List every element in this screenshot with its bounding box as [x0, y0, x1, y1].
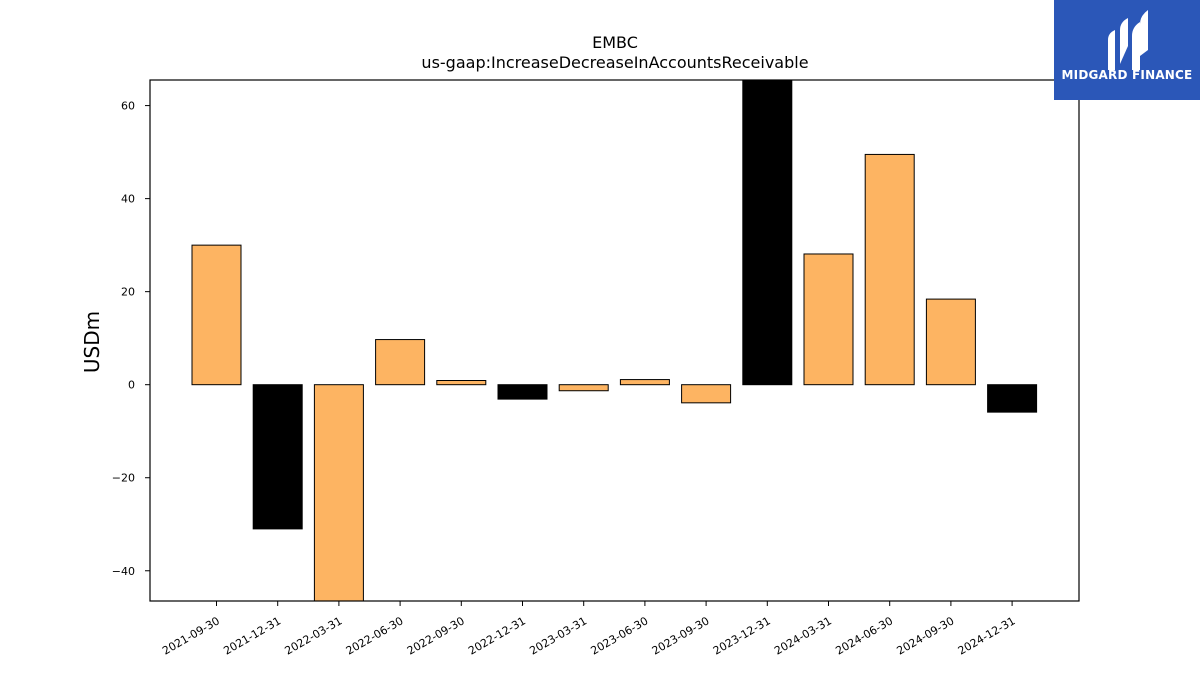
y-tick-label: −20	[112, 472, 135, 485]
bar	[436, 380, 487, 386]
x-tick-label: 2022-09-30	[405, 614, 467, 657]
x-tick-label: 2021-09-30	[160, 614, 222, 657]
brand-logo: MIDGARD FINANCE	[1054, 0, 1200, 100]
bar	[313, 384, 364, 602]
x-tick-label: 2024-06-30	[833, 614, 895, 657]
y-tick-label: −40	[112, 565, 135, 578]
x-tick-label: 2022-06-30	[344, 614, 406, 657]
bar	[987, 384, 1038, 413]
bar	[925, 298, 976, 386]
x-tick-label: 2021-12-31	[221, 614, 283, 657]
bar	[864, 153, 915, 386]
bar	[681, 384, 732, 404]
x-tick-label: 2024-09-30	[895, 614, 957, 657]
x-tick-label: 2023-06-30	[589, 614, 651, 657]
plot-area	[149, 79, 1080, 602]
bar	[742, 79, 793, 386]
y-tick-label: 20	[121, 286, 135, 299]
chart-subtitle: us-gaap:IncreaseDecreaseInAccountsReceiv…	[421, 53, 808, 72]
x-tick-label: 2022-03-31	[283, 614, 345, 657]
x-tick-label: 2024-12-31	[956, 614, 1018, 657]
bar	[803, 253, 854, 386]
x-tick-label: 2024-03-31	[772, 614, 834, 657]
bar	[497, 384, 548, 400]
brand-mark-icon	[1108, 10, 1148, 70]
x-tick-label: 2023-03-31	[527, 614, 589, 657]
bar	[619, 379, 670, 386]
x-tick-label: 2022-12-31	[466, 614, 528, 657]
bar	[252, 384, 303, 530]
x-tick-label: 2023-09-30	[650, 614, 712, 657]
y-tick-label: 0	[128, 379, 135, 392]
chart-title: EMBC	[592, 33, 638, 52]
bar	[558, 384, 609, 392]
brand-name: MIDGARD FINANCE	[1061, 68, 1193, 82]
y-tick-label: 40	[121, 193, 135, 206]
bar	[191, 244, 242, 386]
bar	[375, 339, 426, 386]
y-axis-label: USDm	[80, 311, 104, 373]
y-tick-label: 60	[121, 100, 135, 113]
x-tick-label: 2023-12-31	[711, 614, 773, 657]
